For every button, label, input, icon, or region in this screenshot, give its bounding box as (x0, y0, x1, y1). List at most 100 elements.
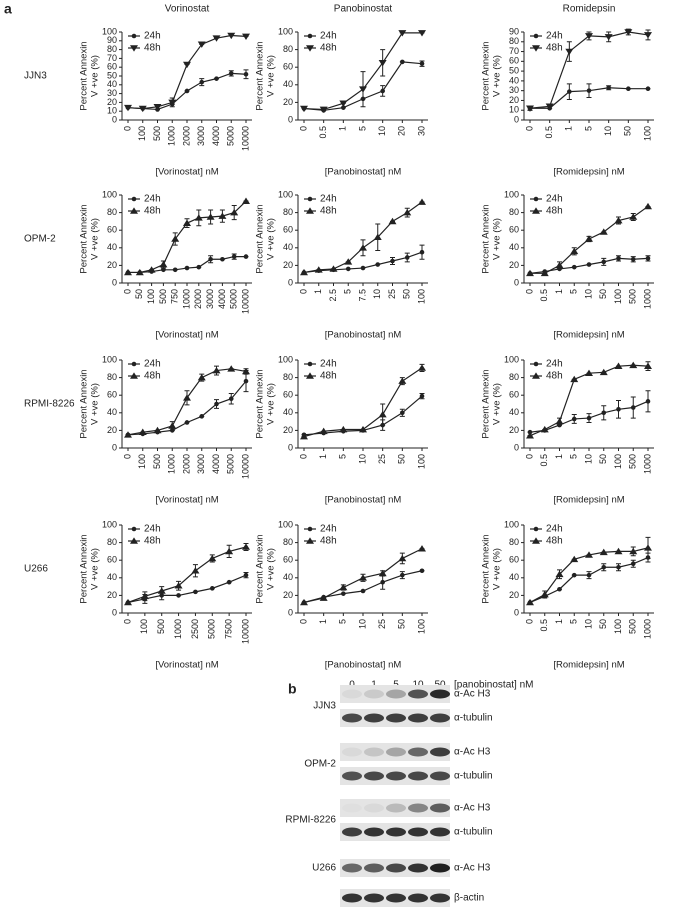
marker (231, 254, 237, 259)
marker (339, 425, 348, 433)
y-tick-label: 100 (102, 189, 117, 199)
y-tick-label: 80 (283, 207, 293, 217)
marker (214, 401, 219, 407)
x-tick-label: 1 (554, 289, 564, 294)
marker (373, 233, 382, 241)
marker (644, 202, 652, 210)
y-tick-label: 100 (504, 354, 519, 364)
y-tick-label: 40 (107, 572, 117, 582)
y-tick-label: 100 (504, 189, 519, 199)
marker (570, 375, 579, 383)
blot-membrane (340, 799, 450, 817)
x-tick-label: 5000 (226, 454, 236, 474)
blot-band (342, 747, 362, 757)
x-tick-label: 500 (628, 454, 638, 469)
blot-band (342, 689, 362, 699)
x-tick-label: 0 (298, 619, 308, 624)
chart: U266 0 20 40 60 80 100 Percent Annexin V +ve (%)… (24, 519, 252, 671)
marker (532, 45, 540, 52)
marker (359, 244, 367, 251)
marker (194, 214, 203, 221)
y-axis-label: V +ve (%) (492, 383, 503, 425)
band-label: α-tubulin (454, 713, 493, 724)
marker (599, 228, 608, 235)
y-tick-label: 20 (283, 260, 293, 270)
blot-membrane (340, 743, 450, 761)
y-tick-label: 80 (509, 372, 519, 382)
y-tick-label: 0 (112, 114, 117, 124)
marker (526, 105, 534, 112)
x-tick-label: 100 (613, 619, 623, 634)
blot-band (364, 893, 384, 903)
y-tick-label: 20 (107, 590, 117, 600)
y-tick-label: 40 (283, 572, 293, 582)
blot-band (364, 827, 384, 837)
x-tick-label: 50 (402, 289, 412, 299)
blot-membrane (340, 685, 450, 703)
marker (624, 29, 633, 36)
marker (601, 259, 607, 265)
x-tick-label: 10000 (240, 126, 250, 151)
marker (360, 588, 366, 594)
band-label: α-Ac H3 (454, 863, 491, 874)
marker (533, 33, 539, 39)
marker (644, 32, 652, 39)
x-axis-label: [Romidepsin] nM (553, 330, 624, 341)
blot-band (430, 689, 450, 699)
marker (418, 198, 426, 205)
y-tick-label: 60 (509, 390, 519, 400)
legend-label: 48h (144, 43, 161, 54)
blot-band (342, 804, 362, 813)
marker (586, 572, 592, 578)
x-tick-label: 750 (170, 289, 180, 304)
chart-title: Romidepsin (563, 4, 616, 15)
y-axis-label: Percent Annexin (79, 369, 90, 438)
marker (380, 579, 385, 585)
marker (585, 551, 593, 558)
x-tick-label: 500 (628, 289, 638, 304)
x-tick-label: 50 (397, 454, 407, 464)
marker (398, 377, 407, 384)
legend-label: 24h (144, 194, 161, 205)
cell-line-label: OPM-2 (304, 759, 336, 770)
y-tick-label: 60 (107, 62, 117, 72)
legend-label: 48h (144, 371, 161, 382)
y-tick-label: 40 (509, 572, 519, 582)
x-tick-label: 25 (377, 619, 387, 629)
marker (378, 60, 387, 67)
x-tick-label: 5 (357, 126, 367, 131)
y-tick-label: 20 (283, 97, 293, 107)
x-tick-label: 0.5 (544, 126, 554, 139)
marker (400, 410, 405, 416)
x-tick-label: 500 (158, 289, 168, 304)
marker (209, 586, 215, 591)
marker (124, 431, 132, 438)
y-tick-label: 0 (514, 442, 519, 452)
y-axis-label: Percent Annexin (481, 369, 492, 438)
blot-band (408, 893, 428, 903)
x-tick-label: 0.5 (539, 289, 549, 302)
marker (532, 207, 540, 214)
marker (341, 105, 346, 110)
marker (644, 362, 652, 369)
y-tick-label: 40 (107, 242, 117, 252)
marker (585, 235, 593, 242)
marker (526, 598, 534, 606)
x-axis-label: [Panobinostat] nM (325, 167, 402, 178)
y-tick-label: 40 (283, 79, 293, 89)
marker (131, 33, 137, 39)
x-tick-label: 4000 (211, 126, 221, 146)
x-tick-label: 10 (372, 289, 382, 299)
marker (184, 265, 190, 271)
marker (606, 85, 611, 91)
y-tick-label: 0 (288, 607, 293, 617)
y-tick-label: 80 (107, 537, 117, 547)
y-tick-label: 100 (102, 26, 117, 36)
y-axis-label: V +ve (%) (90, 218, 101, 260)
y-tick-label: 100 (102, 519, 117, 529)
legend-label: 24h (144, 31, 161, 42)
x-axis-label: [Panobinostat] nM (325, 660, 402, 671)
marker (404, 255, 410, 260)
x-tick-label: 1000 (642, 619, 652, 639)
